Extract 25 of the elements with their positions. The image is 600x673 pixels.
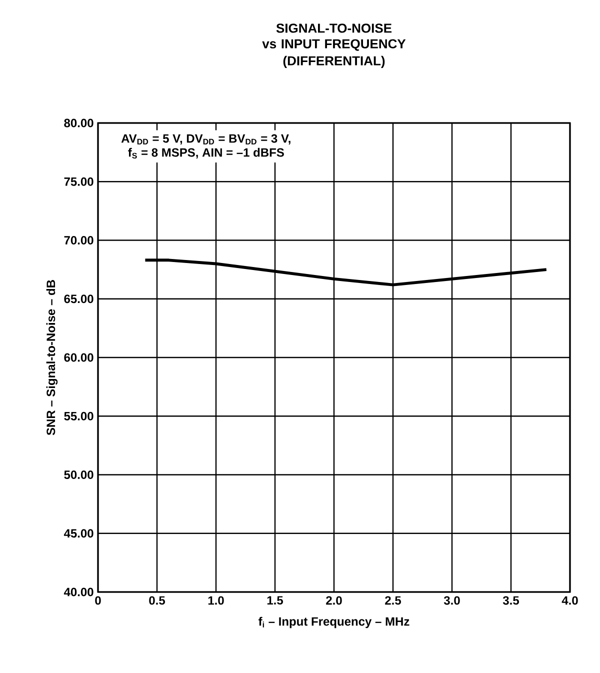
x-tick-label: 3.0 xyxy=(444,596,460,605)
chart-subtitle: vs INPUT FREQUENCY (DIFFERENTIAL) xyxy=(262,39,406,68)
y-axis-title: SNR – Signal-to-Noise – dB xyxy=(46,280,58,436)
y-tick-label: 65.00 xyxy=(64,294,94,304)
x-tick-label: 0 xyxy=(95,596,101,605)
y-tick-label: 60.00 xyxy=(64,353,94,362)
y-tick-label: 80.00 xyxy=(64,118,94,128)
y-tick-label: 45.00 xyxy=(64,529,94,538)
x-tick-label: 1.5 xyxy=(267,596,283,605)
annotation: f$_{S}$ = 8 MSPS, AIN = –1 dBFS xyxy=(128,148,284,158)
annotation: AV$_{DD}$ = 5 V, DV$_{DD}$ = BV$_{DD}$ = 3 V, xyxy=(121,134,290,144)
y-tick-label: 70.00 xyxy=(64,236,94,244)
x-tick-label: 4.0 xyxy=(562,596,578,605)
x-tick-label: 0.5 xyxy=(149,596,165,605)
x-tick-label: 1.0 xyxy=(208,596,224,605)
x-tick-label: 2.5 xyxy=(385,596,401,605)
y-tick-label: 55.00 xyxy=(64,412,94,420)
y-tick-label: 75.00 xyxy=(64,177,94,186)
x-tick-label: 3.5 xyxy=(502,596,519,605)
y-tick-label: 50.00 xyxy=(64,470,94,479)
x-tick-label: 2.0 xyxy=(326,596,342,605)
line-series xyxy=(144,258,548,286)
y-tick-label: 40.00 xyxy=(64,588,94,596)
chart-title: SIGNAL-TO-NOISE xyxy=(276,24,392,33)
x-axis-title: f$_{i}$ – Input Frequency – MHz xyxy=(258,616,410,628)
